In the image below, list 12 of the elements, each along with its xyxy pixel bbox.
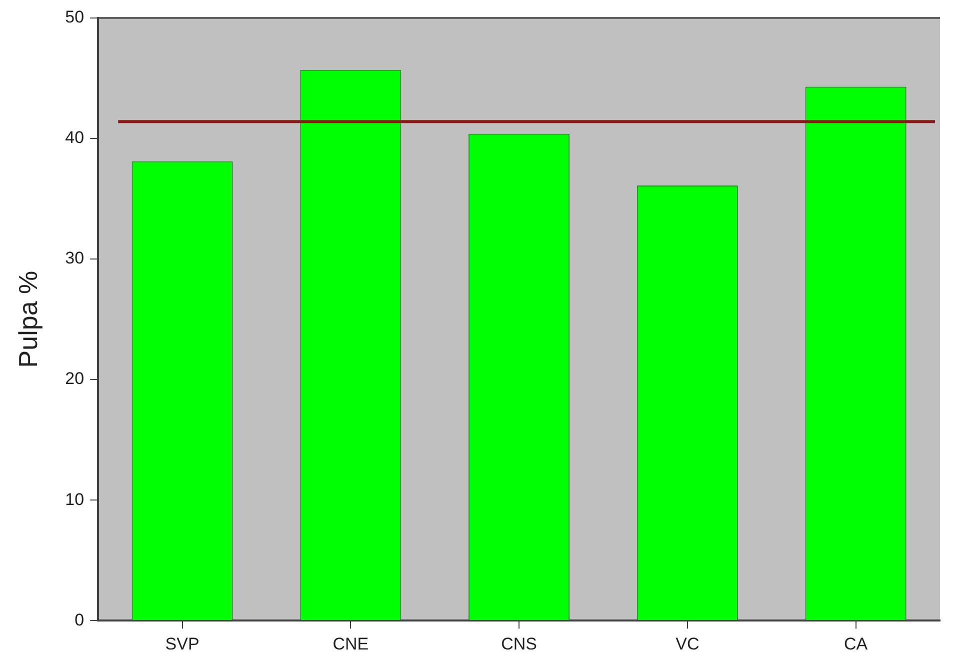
y-tick-label: 40: [65, 128, 84, 148]
y-axis-title: Pulpa %: [12, 270, 43, 368]
x-tick-label: CA: [844, 634, 868, 654]
y-tick-label: 50: [65, 8, 84, 27]
x-tick-label: CNS: [501, 634, 538, 654]
x-tick-label: SVP: [165, 634, 200, 654]
y-tick-label: 0: [74, 610, 84, 630]
y-tick-label: 20: [65, 369, 84, 388]
y-tick-label: 30: [65, 248, 84, 268]
x-tick-label: CNE: [332, 634, 369, 654]
y-tick-label: 10: [65, 490, 84, 509]
x-tick-label: VC: [676, 634, 700, 654]
